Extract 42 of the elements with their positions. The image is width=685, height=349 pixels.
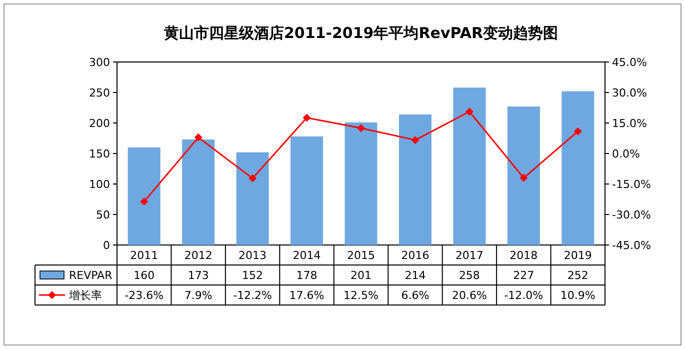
y-tick-label: 250 bbox=[89, 86, 110, 100]
x-tick-label: 2018 bbox=[510, 249, 538, 262]
x-tick-label: 2016 bbox=[401, 249, 430, 262]
data-label: 178 bbox=[296, 269, 318, 282]
x-tick-label: 2011 bbox=[130, 249, 158, 262]
y2-tick-label: 0.0% bbox=[612, 148, 640, 160]
data-label: 160 bbox=[134, 269, 155, 282]
x-tick-label: 2013 bbox=[238, 249, 267, 262]
y2-tick-label: 45.0% bbox=[612, 56, 647, 69]
data-label: 252 bbox=[567, 269, 588, 282]
data-label: 258 bbox=[458, 269, 480, 282]
x-tick-label: 2017 bbox=[455, 249, 484, 262]
x-tick-label: 2015 bbox=[347, 249, 375, 262]
data-label: -12.0% bbox=[504, 289, 544, 302]
data-label: 214 bbox=[404, 269, 426, 282]
x-tick-label: 2012 bbox=[184, 249, 212, 262]
y2-tick-label: -30.0% bbox=[612, 208, 651, 222]
data-label: -12.2% bbox=[233, 289, 272, 302]
data-label: 12.5% bbox=[344, 289, 378, 302]
y-tick-label: 100 bbox=[89, 178, 110, 191]
x-tick-label: 2014 bbox=[292, 249, 321, 262]
y-tick-label: 300 bbox=[89, 56, 110, 69]
x-tick-label: 2019 bbox=[564, 249, 592, 262]
data-label: 7.9% bbox=[184, 289, 212, 302]
data-label: 20.6% bbox=[452, 289, 487, 302]
y2-tick-label: 15.0% bbox=[612, 117, 647, 130]
data-label: -23.6% bbox=[124, 289, 164, 302]
data-label: 152 bbox=[242, 269, 264, 282]
data-label: 173 bbox=[188, 269, 209, 282]
y2-tick-label: -45.0% bbox=[612, 239, 651, 252]
title: 黄山市四星级酒店2011-2019年平均RevPAR变动趋势图 bbox=[164, 24, 558, 42]
y2-tick-label: -15.0% bbox=[612, 178, 651, 191]
data-label: 201 bbox=[350, 269, 372, 282]
data-label: 10.9% bbox=[560, 289, 596, 302]
data-label: 227 bbox=[513, 269, 534, 282]
data-label: 17.6% bbox=[289, 289, 324, 302]
y-tick-label: 50 bbox=[96, 208, 110, 222]
y-tick-label: 0 bbox=[103, 239, 110, 252]
y2-tick-label: 30.0% bbox=[612, 86, 647, 100]
y-tick-label: 200 bbox=[89, 117, 110, 130]
data-label: 6.6% bbox=[401, 289, 430, 302]
y-tick-label: 150 bbox=[89, 148, 110, 160]
